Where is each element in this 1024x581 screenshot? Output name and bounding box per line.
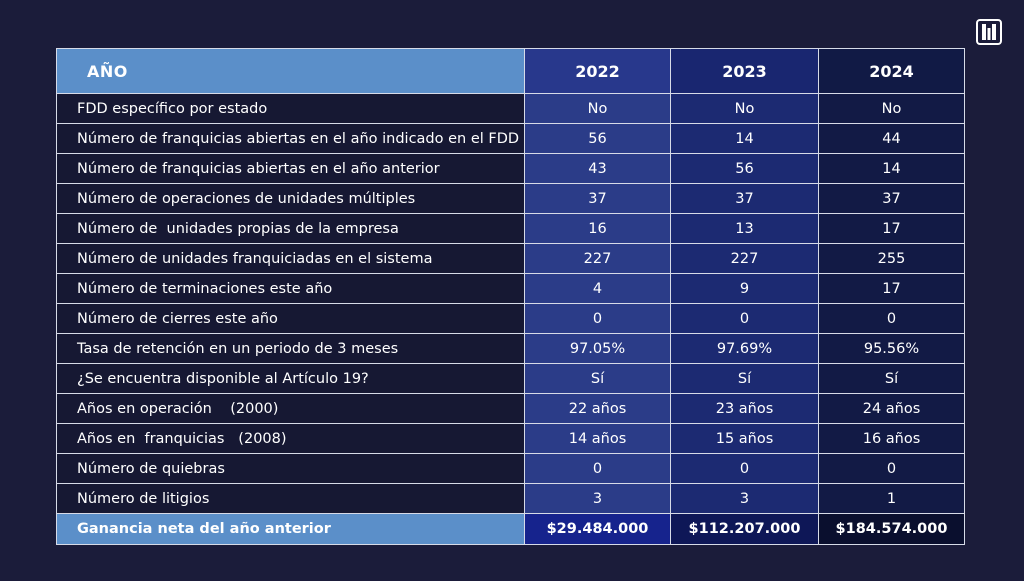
cell-2022: 97.05% — [524, 333, 671, 364]
cell-2022: No — [524, 93, 671, 124]
row-label: Número de terminaciones este año — [56, 273, 525, 304]
cell-2024: 0 — [818, 453, 965, 484]
table-row: Tasa de retención en un periodo de 3 mes… — [56, 333, 965, 364]
row-label: ¿Se encuentra disponible al Artículo 19? — [56, 363, 525, 394]
table-row: Número de quiebras 0 0 0 — [56, 453, 965, 484]
cell-2024: 255 — [818, 243, 965, 274]
cell-2024: 24 años — [818, 393, 965, 424]
table-row: Número de unidades propias de la empresa… — [56, 213, 965, 244]
row-label: FDD específico por estado — [56, 93, 525, 124]
cell-2023: 9 — [670, 273, 819, 304]
cell-2023: 3 — [670, 483, 819, 514]
franchise-data-table: AÑO 2022 2023 2024 FDD específico por es… — [56, 48, 965, 545]
table-row: Número de franquicias abiertas en el año… — [56, 123, 965, 154]
footer-cell-2022: $29.484.000 — [524, 513, 671, 545]
cell-2022: 227 — [524, 243, 671, 274]
table-row: Número de unidades franquiciadas en el s… — [56, 243, 965, 274]
row-label: Número de unidades propias de la empresa — [56, 213, 525, 244]
row-label: Número de litigios — [56, 483, 525, 514]
row-label: Tasa de retención en un periodo de 3 mes… — [56, 333, 525, 364]
cell-2022: 37 — [524, 183, 671, 214]
table-row: Número de operaciones de unidades múltip… — [56, 183, 965, 214]
table-row: Número de litigios 3 3 1 — [56, 483, 965, 514]
brand-logo-icon — [976, 19, 1002, 45]
row-label: Años en operación (2000) — [56, 393, 525, 424]
cell-2024: 14 — [818, 153, 965, 184]
table-row: FDD específico por estado No No No — [56, 93, 965, 124]
cell-2024: 95.56% — [818, 333, 965, 364]
table-row: Número de cierres este año 0 0 0 — [56, 303, 965, 334]
cell-2024: 1 — [818, 483, 965, 514]
cell-2023: No — [670, 93, 819, 124]
row-label: Número de unidades franquiciadas en el s… — [56, 243, 525, 274]
row-label: Número de quiebras — [56, 453, 525, 484]
row-label: Número de operaciones de unidades múltip… — [56, 183, 525, 214]
table-row: ¿Se encuentra disponible al Artículo 19?… — [56, 363, 965, 394]
cell-2023: 0 — [670, 453, 819, 484]
header-year-2023: 2023 — [670, 48, 819, 94]
header-year-2024: 2024 — [818, 48, 965, 94]
header-label: AÑO — [56, 48, 525, 94]
cell-2023: 37 — [670, 183, 819, 214]
cell-2023: Sí — [670, 363, 819, 394]
cell-2022: 3 — [524, 483, 671, 514]
cell-2023: 13 — [670, 213, 819, 244]
row-label: Número de franquicias abiertas en el año… — [56, 153, 525, 184]
cell-2022: Sí — [524, 363, 671, 394]
cell-2024: Sí — [818, 363, 965, 394]
cell-2023: 227 — [670, 243, 819, 274]
cell-2023: 14 — [670, 123, 819, 154]
footer-cell-2023: $112.207.000 — [670, 513, 819, 545]
cell-2024: 17 — [818, 273, 965, 304]
cell-2023: 56 — [670, 153, 819, 184]
footer-label: Ganancia neta del año anterior — [56, 513, 525, 545]
cell-2024: 44 — [818, 123, 965, 154]
cell-2022: 22 años — [524, 393, 671, 424]
cell-2023: 97.69% — [670, 333, 819, 364]
header-year-2022: 2022 — [524, 48, 671, 94]
table-row: Años en franquicias (2008) 14 años 15 añ… — [56, 423, 965, 454]
cell-2022: 4 — [524, 273, 671, 304]
cell-2024: 17 — [818, 213, 965, 244]
cell-2024: 0 — [818, 303, 965, 334]
row-label: Número de cierres este año — [56, 303, 525, 334]
cell-2022: 16 — [524, 213, 671, 244]
cell-2023: 0 — [670, 303, 819, 334]
cell-2024: 37 — [818, 183, 965, 214]
cell-2023: 15 años — [670, 423, 819, 454]
cell-2022: 56 — [524, 123, 671, 154]
table-header-row: AÑO 2022 2023 2024 — [56, 48, 965, 94]
footer-cell-2024: $184.574.000 — [818, 513, 965, 545]
table-row: Número de franquicias abiertas en el año… — [56, 153, 965, 184]
cell-2022: 0 — [524, 453, 671, 484]
row-label: Número de franquicias abiertas en el año… — [56, 123, 525, 154]
row-label: Años en franquicias (2008) — [56, 423, 525, 454]
table-footer-row: Ganancia neta del año anterior $29.484.0… — [56, 513, 965, 545]
table-row: Años en operación (2000) 22 años 23 años… — [56, 393, 965, 424]
table-row: Número de terminaciones este año 4 9 17 — [56, 273, 965, 304]
cell-2024: No — [818, 93, 965, 124]
cell-2022: 14 años — [524, 423, 671, 454]
cell-2024: 16 años — [818, 423, 965, 454]
cell-2023: 23 años — [670, 393, 819, 424]
cell-2022: 43 — [524, 153, 671, 184]
cell-2022: 0 — [524, 303, 671, 334]
